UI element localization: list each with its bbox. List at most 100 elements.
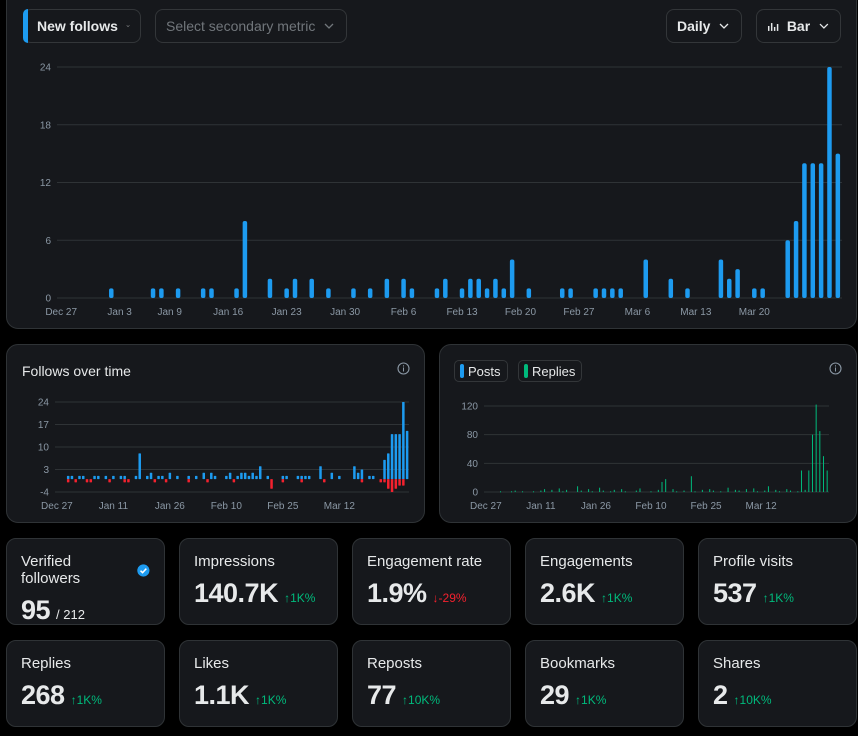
bar-values-89[interactable] xyxy=(802,163,807,298)
bar-Replies-37[interactable] xyxy=(621,489,623,492)
bar-follows-32[interactable] xyxy=(176,475,179,480)
bar-unfollows-40[interactable] xyxy=(206,479,209,483)
bar-unfollows-26[interactable] xyxy=(153,479,157,483)
bar-values-48[interactable] xyxy=(459,288,465,298)
bar-values-52[interactable] xyxy=(493,278,498,298)
bar-follows-17[interactable] xyxy=(119,475,123,480)
bar-values-21[interactable] xyxy=(234,288,239,298)
bar-values-87[interactable] xyxy=(785,240,790,298)
metric-card-replies[interactable]: Replies 268 ↑1K% xyxy=(6,640,165,727)
bar-unfollows-14[interactable] xyxy=(108,479,111,483)
main-bar-chart[interactable]: 0 6 12 18 24 Dec 27 Jan 3 Jan 9 Jan 16 Jan 23 Jan … xyxy=(7,0,856,328)
bar-values-91[interactable] xyxy=(818,163,824,298)
bar-follows-56[interactable] xyxy=(266,475,270,480)
bar-follows-91[interactable] xyxy=(398,434,401,480)
bar-follows-66[interactable] xyxy=(304,475,307,480)
bar-Replies-79[interactable] xyxy=(775,489,777,492)
bar-unfollows-88[interactable] xyxy=(387,479,390,489)
bar-Replies-62[interactable] xyxy=(712,490,714,492)
bar-values-56[interactable] xyxy=(526,288,532,298)
bar-values-12[interactable] xyxy=(159,288,164,298)
bar-values-84[interactable] xyxy=(760,288,765,298)
bar-values-41[interactable] xyxy=(401,278,406,298)
bar-follows-87[interactable] xyxy=(383,459,386,480)
bar-Replies-47[interactable] xyxy=(657,489,659,492)
bar-follows-61[interactable] xyxy=(285,475,288,480)
bar-follows-49[interactable] xyxy=(240,472,243,480)
bar-values-92[interactable] xyxy=(827,67,832,298)
bar-Replies-25[interactable] xyxy=(577,486,579,492)
bar-Replies-73[interactable] xyxy=(753,488,755,492)
bar-values-60[interactable] xyxy=(559,288,565,298)
bar-follows-89[interactable] xyxy=(390,434,394,480)
bar-follows-84[interactable] xyxy=(371,475,375,480)
bar-values-46[interactable] xyxy=(443,278,448,298)
bar-values-32[interactable] xyxy=(326,288,331,298)
bar-Replies-41[interactable] xyxy=(635,490,637,492)
bar-follows-35[interactable] xyxy=(187,475,190,480)
bar-unfollows-18[interactable] xyxy=(123,479,126,483)
bar-follows-73[interactable] xyxy=(330,472,334,480)
bar-follows-3[interactable] xyxy=(66,475,70,480)
bar-values-25[interactable] xyxy=(267,278,273,298)
bar-Replies-71[interactable] xyxy=(745,489,747,492)
bar-Replies-74[interactable] xyxy=(756,491,758,493)
bar-Replies-28[interactable] xyxy=(588,489,590,492)
bar-follows-46[interactable] xyxy=(228,472,232,480)
bar-follows-25[interactable] xyxy=(149,472,153,480)
metric-card-impressions[interactable]: Impressions 140.7K ↑1K% xyxy=(179,538,338,625)
bar-Replies-85[interactable] xyxy=(797,491,799,493)
bar-follows-88[interactable] xyxy=(387,453,390,480)
bar-values-18[interactable] xyxy=(209,288,214,298)
bar-Replies-51[interactable] xyxy=(672,489,674,492)
bar-Replies-91[interactable] xyxy=(819,431,821,492)
bar-Replies-34[interactable] xyxy=(610,491,612,493)
bar-follows-11[interactable] xyxy=(97,475,100,480)
bar-follows-92[interactable] xyxy=(402,402,405,480)
bar-follows-10[interactable] xyxy=(93,475,96,480)
bar-unfollows-89[interactable] xyxy=(390,479,394,492)
bar-unfollows-60[interactable] xyxy=(281,479,285,483)
bar-follows-41[interactable] xyxy=(210,472,213,480)
bar-values-6[interactable] xyxy=(109,288,114,298)
bar-Replies-59[interactable] xyxy=(701,489,703,492)
bar-follows-79[interactable] xyxy=(353,466,356,480)
bar-values-35[interactable] xyxy=(351,288,356,298)
bar-follows-60[interactable] xyxy=(281,475,285,480)
bar-values-64[interactable] xyxy=(593,288,598,298)
bar-Replies-82[interactable] xyxy=(786,489,788,492)
bar-follows-67[interactable] xyxy=(307,475,311,480)
secondary-metric-dropdown[interactable]: Select secondary metric xyxy=(155,9,347,43)
bar-unfollows-47[interactable] xyxy=(232,479,236,483)
bar-Replies-90[interactable] xyxy=(815,404,817,492)
bar-values-79[interactable] xyxy=(718,259,724,299)
bar-follows-4[interactable] xyxy=(70,475,74,480)
bar-follows-39[interactable] xyxy=(202,472,206,480)
bar-values-80[interactable] xyxy=(727,278,732,298)
bar-Replies-89[interactable] xyxy=(811,434,813,492)
bar-values-49[interactable] xyxy=(468,278,473,298)
bar-values-42[interactable] xyxy=(409,288,415,298)
bar-follows-80[interactable] xyxy=(356,472,360,480)
bar-follows-42[interactable] xyxy=(213,475,217,480)
bar-Replies-7[interactable] xyxy=(511,491,513,493)
bar-values-11[interactable] xyxy=(150,288,156,298)
interval-dropdown[interactable]: Daily xyxy=(666,9,742,43)
bar-follows-53[interactable] xyxy=(255,475,258,480)
bar-values-51[interactable] xyxy=(484,288,490,298)
bar-values-75[interactable] xyxy=(685,288,690,298)
bar-values-22[interactable] xyxy=(242,221,248,298)
bar-Replies-64[interactable] xyxy=(720,491,722,493)
bar-follows-28[interactable] xyxy=(161,475,164,480)
bar-values-88[interactable] xyxy=(793,221,799,298)
bar-unfollows-92[interactable] xyxy=(402,479,405,486)
bar-values-61[interactable] xyxy=(568,288,573,298)
bar-values-65[interactable] xyxy=(601,288,607,298)
info-icon[interactable] xyxy=(397,362,410,375)
bar-unfollows-19[interactable] xyxy=(127,479,130,483)
bar-Replies-22[interactable] xyxy=(566,489,568,492)
bar-Replies-4[interactable] xyxy=(500,491,502,493)
bar-unfollows-65[interactable] xyxy=(300,479,303,483)
bar-Replies-69[interactable] xyxy=(738,490,740,492)
metric-card-verified-followers[interactable]: Verified followers 95 / 212 xyxy=(6,538,165,625)
